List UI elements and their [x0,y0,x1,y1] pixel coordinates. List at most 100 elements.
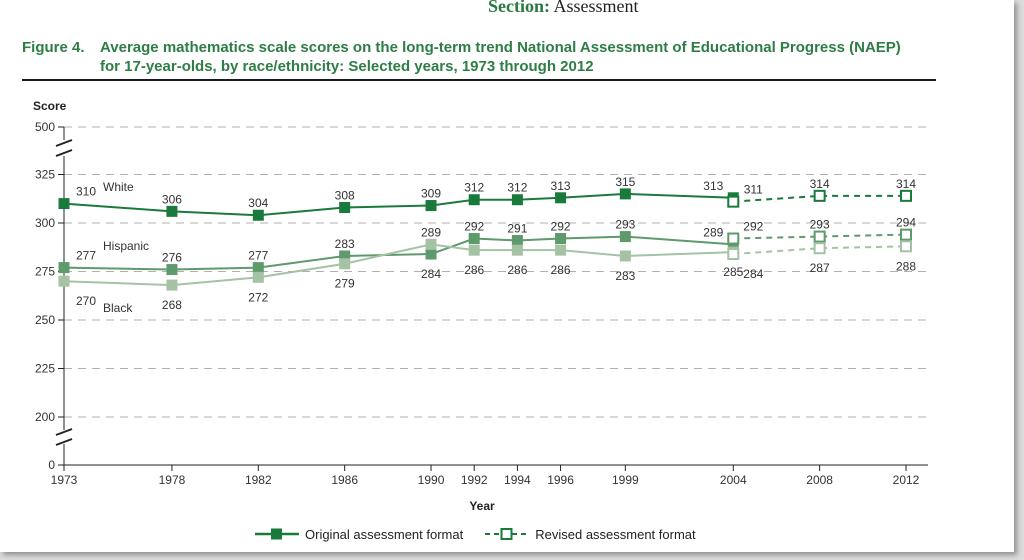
dashed-line-open-square-icon [485,528,530,540]
data-label-black: 272 [248,290,268,304]
data-label-hispanic: 277 [248,249,268,263]
data-point-hispanic [166,264,178,276]
data-point-white [619,188,631,200]
legend-label-original: Original assessment format [305,526,464,542]
series-name-label-hispanic: Hispanic [103,239,149,253]
data-label-black: 283 [615,269,635,283]
data-label-white: 309 [421,187,441,201]
data-label-white: 313 [551,179,571,193]
data-point-black [339,258,351,270]
axis-break-mark [55,139,73,147]
data-point-white [425,200,437,212]
data-label-white-revised: 314 [896,177,916,191]
data-label-white: 315 [615,175,635,189]
data-label-black: 286 [507,263,527,277]
data-point-black-revised [900,240,912,253]
data-point-black-revised [813,242,826,255]
data-point-hispanic-revised [900,228,912,241]
y-tick-label: 275 [35,265,55,279]
data-point-white [555,192,567,204]
axis-break-mark [55,149,73,157]
data-label-black-revised: 284 [743,267,763,281]
data-label-black: 285 [723,265,743,279]
series-line-white-original [63,192,734,217]
data-label-white: 308 [335,188,355,202]
data-label-hispanic: 289 [703,225,723,239]
data-label-hispanic: 291 [507,221,527,235]
data-label-hispanic: 284 [421,267,441,281]
data-label-black: 270 [76,294,96,308]
data-label-hispanic: 292 [551,220,571,234]
series-line-black-original [63,243,734,287]
series-hispanic: 277 276 277 283 284 292 291 292 293 289 292 293 294 H… [58,216,916,281]
x-tick-label: 1992 [461,473,488,487]
y-tick-label: 200 [35,410,55,424]
data-label-black: 289 [421,225,441,239]
data-point-hispanic-revised [813,230,826,243]
data-label-black: 279 [335,277,355,291]
data-point-hispanic [425,248,437,260]
data-label-white-revised: 311 [744,183,763,197]
data-label-hispanic: 276 [162,251,182,265]
title-rule [22,79,936,81]
y-tick-label: 325 [35,168,55,182]
report-page: Section: Assessment Figure 4. Average mat… [0,0,1014,552]
data-label-hispanic: 283 [335,237,355,251]
x-tick-label: 1990 [418,473,445,487]
data-point-black [468,244,480,256]
section-value: Assessment [553,0,639,16]
data-label-white: 312 [507,181,527,195]
data-point-black [58,275,70,287]
data-point-hispanic-revised [727,232,740,245]
data-point-white [166,205,178,217]
data-label-hispanic-revised: 294 [896,216,916,230]
series-line-hispanic-revised [733,233,907,240]
x-tick-label: 1994 [504,473,531,487]
data-point-white-revised [727,195,740,208]
data-point-hispanic [619,231,631,243]
legend-label-revised: Revised assessment format [535,526,696,542]
legend-item-original: Original assessment format [255,527,463,542]
x-tick-label: 1986 [331,473,358,487]
y-axis-title: Score [33,99,67,113]
figure-title-line1: Average mathematics scale scores on the … [100,39,901,56]
data-label-white: 313 [703,179,723,193]
data-point-black [619,250,631,262]
data-label-hispanic-revised: 293 [810,218,830,232]
data-point-hispanic [252,262,264,274]
data-point-black-revised [727,248,740,261]
data-label-white: 306 [162,192,182,206]
x-tick-label: 2012 [893,473,920,487]
data-label-hispanic: 277 [76,249,96,263]
data-point-white [468,194,480,206]
x-tick-label: 1996 [547,473,574,487]
data-point-hispanic [511,234,523,246]
x-tick-label: 2004 [720,473,747,487]
figure-title: Figure 4. Average mathematics scale score… [22,38,1002,76]
data-point-black [166,279,178,291]
series-name-label-white: White [103,180,134,194]
x-tick-label: 1978 [159,473,186,487]
x-tick-label: 1999 [612,473,639,487]
data-point-white [511,194,523,206]
data-label-white: 304 [248,196,268,210]
figure-title-line2: for 17-year-olds, by race/ethnicity: Sel… [100,58,594,75]
x-axis-title: Year [469,499,495,513]
legend-item-revised: Revised assessment format [485,526,696,542]
data-point-white-revised [900,189,912,202]
data-point-hispanic [555,233,567,245]
data-label-white: 310 [76,185,96,199]
data-label-white: 312 [464,181,484,195]
data-point-black [555,244,567,256]
data-label-black-revised: 287 [810,261,830,275]
series-name-label-black: Black [103,301,133,315]
data-point-black [252,271,264,283]
series-line-white-revised [733,194,906,203]
y-tick-label: 0 [48,458,55,472]
axis-break-mark [55,428,73,436]
data-label-hispanic: 292 [464,220,484,234]
data-label-black-revised: 288 [896,259,916,273]
section-header: Section: Assessment [488,0,639,17]
data-point-white [252,209,264,221]
